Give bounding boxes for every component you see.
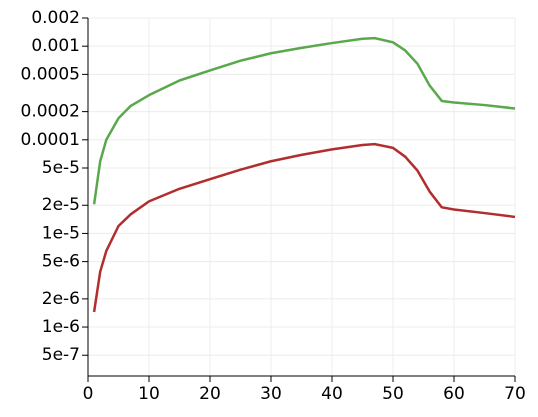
x-tick-label: 60 bbox=[443, 384, 465, 404]
y-tick-label: 0.002 bbox=[31, 8, 80, 28]
y-tick-label: 5e-5 bbox=[42, 158, 80, 178]
y-tick-label: 1e-5 bbox=[42, 223, 80, 243]
y-tick-label: 0.0005 bbox=[21, 64, 80, 84]
y-tick-label: 5e-6 bbox=[42, 252, 80, 272]
y-tick-label: 0.001 bbox=[31, 36, 80, 56]
y-tick-label: 2e-5 bbox=[42, 195, 80, 215]
y-tick-label: 1e-6 bbox=[42, 317, 80, 337]
x-tick-label: 70 bbox=[504, 384, 526, 404]
y-tick-label: 5e-7 bbox=[42, 345, 80, 365]
x-tick-label: 20 bbox=[199, 384, 221, 404]
x-tick-label: 0 bbox=[83, 384, 94, 404]
y-tick-label: 0.0001 bbox=[21, 130, 80, 150]
series-line bbox=[92, 142, 516, 313]
y-tick-label: 2e-6 bbox=[42, 289, 80, 309]
y-tick-label: 0.0002 bbox=[21, 102, 80, 122]
x-tick-label: 40 bbox=[321, 384, 343, 404]
x-tick-label: 10 bbox=[138, 384, 160, 404]
series-line bbox=[92, 36, 516, 205]
x-tick-label: 30 bbox=[260, 384, 282, 404]
x-tick-label: 50 bbox=[382, 384, 404, 404]
